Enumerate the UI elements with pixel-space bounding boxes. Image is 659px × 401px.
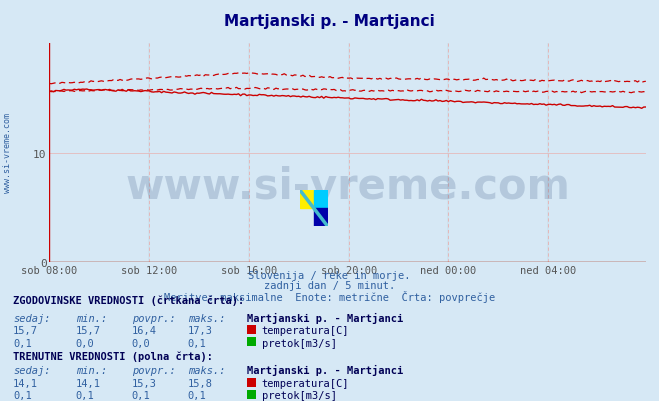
Text: povpr.:: povpr.: xyxy=(132,365,175,375)
Text: pretok[m3/s]: pretok[m3/s] xyxy=(262,338,337,348)
Text: 15,8: 15,8 xyxy=(188,378,213,388)
Text: Martjanski p. - Martjanci: Martjanski p. - Martjanci xyxy=(224,14,435,29)
Text: 0,1: 0,1 xyxy=(13,338,32,348)
Text: 0,1: 0,1 xyxy=(13,390,32,400)
Text: min.:: min.: xyxy=(76,313,107,323)
Text: min.:: min.: xyxy=(76,365,107,375)
Text: povpr.:: povpr.: xyxy=(132,313,175,323)
Text: temperatura[C]: temperatura[C] xyxy=(262,378,349,388)
Bar xyxy=(314,190,328,209)
Text: www.si-vreme.com: www.si-vreme.com xyxy=(125,165,570,207)
Text: temperatura[C]: temperatura[C] xyxy=(262,326,349,336)
Text: Meritve: maksimalne  Enote: metrične  Črta: povprečje: Meritve: maksimalne Enote: metrične Črta… xyxy=(164,291,495,303)
Text: 0,0: 0,0 xyxy=(76,338,94,348)
Text: Martjanski p. - Martjanci: Martjanski p. - Martjanci xyxy=(247,364,403,375)
Text: 15,7: 15,7 xyxy=(13,326,38,336)
Text: pretok[m3/s]: pretok[m3/s] xyxy=(262,390,337,400)
Text: TRENUTNE VREDNOSTI (polna črta):: TRENUTNE VREDNOSTI (polna črta): xyxy=(13,350,213,361)
Text: sedaj:: sedaj: xyxy=(13,365,51,375)
Text: zadnji dan / 5 minut.: zadnji dan / 5 minut. xyxy=(264,281,395,291)
Text: 15,7: 15,7 xyxy=(76,326,101,336)
Text: 0,1: 0,1 xyxy=(132,390,150,400)
Text: 0,1: 0,1 xyxy=(76,390,94,400)
Text: 17,3: 17,3 xyxy=(188,326,213,336)
Text: 0,1: 0,1 xyxy=(188,338,206,348)
Text: 14,1: 14,1 xyxy=(76,378,101,388)
Text: 0,1: 0,1 xyxy=(188,390,206,400)
Text: Martjanski p. - Martjanci: Martjanski p. - Martjanci xyxy=(247,312,403,323)
Text: sedaj:: sedaj: xyxy=(13,313,51,323)
Text: 15,3: 15,3 xyxy=(132,378,157,388)
Text: maks.:: maks.: xyxy=(188,365,225,375)
Text: ZGODOVINSKE VREDNOSTI (črtkana črta):: ZGODOVINSKE VREDNOSTI (črtkana črta): xyxy=(13,294,244,305)
Text: 0,0: 0,0 xyxy=(132,338,150,348)
Bar xyxy=(314,209,328,227)
Text: www.si-vreme.com: www.si-vreme.com xyxy=(3,112,13,192)
Bar xyxy=(300,190,314,209)
Text: 14,1: 14,1 xyxy=(13,378,38,388)
Text: 16,4: 16,4 xyxy=(132,326,157,336)
Text: Slovenija / reke in morje.: Slovenija / reke in morje. xyxy=(248,271,411,281)
Text: maks.:: maks.: xyxy=(188,313,225,323)
